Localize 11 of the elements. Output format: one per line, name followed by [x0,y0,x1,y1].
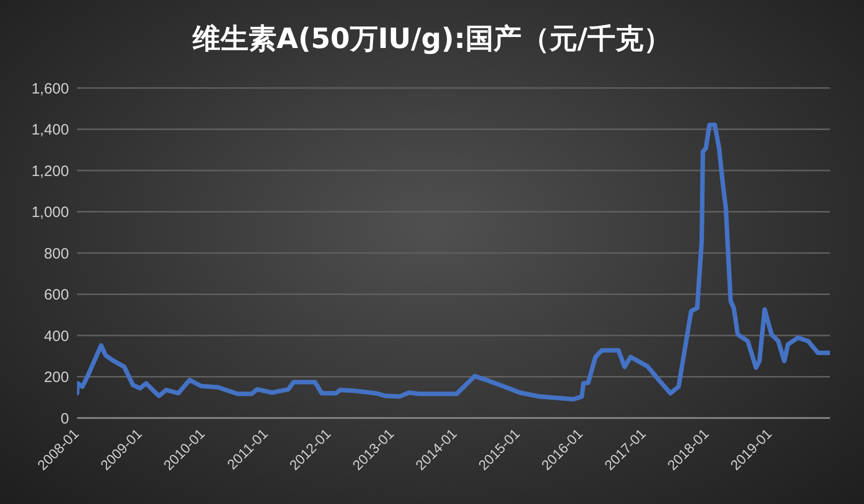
y-tick-label: 600 [44,286,69,304]
line-series [77,122,830,402]
y-tick-label: 800 [44,245,69,262]
y-tick-label: 1,600 [31,80,69,98]
y-tick-label: 400 [44,328,69,345]
y-tick-label: 1,200 [31,162,69,180]
y-tick-label: 1,400 [31,122,69,139]
chart-title: 维生素A(50万IU/g):国产（元/千克） [191,21,673,57]
y-tick-label: 0 [60,410,69,428]
y-tick-label: 1,000 [31,204,69,222]
y-tick-label: 200 [44,369,69,386]
